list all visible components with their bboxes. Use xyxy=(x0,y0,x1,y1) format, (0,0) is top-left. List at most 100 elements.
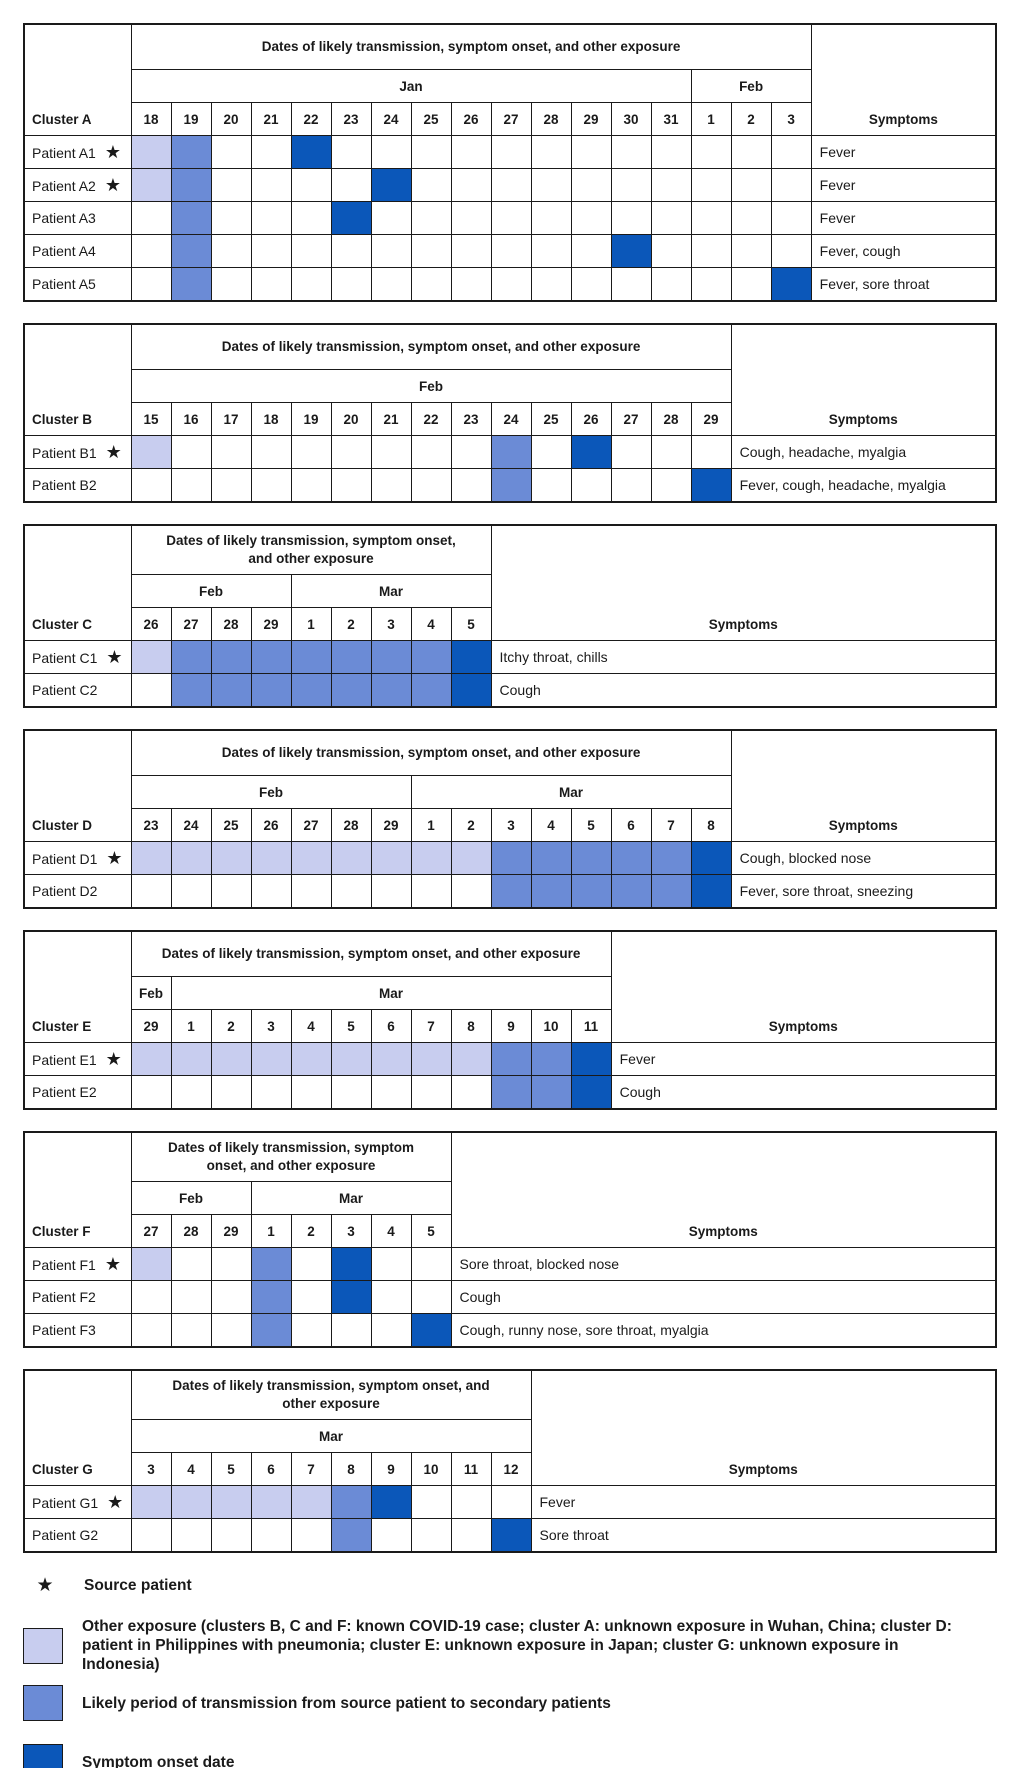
source-star: ★ xyxy=(107,1491,124,1512)
day-cell xyxy=(290,135,332,169)
day-cell xyxy=(210,841,252,875)
patient-row: Patient D1 ★ Cough, blocked nose xyxy=(23,841,997,875)
day-cell xyxy=(330,1075,372,1110)
day-cell xyxy=(530,468,572,503)
day-cell xyxy=(570,1075,612,1110)
day-cell xyxy=(370,234,412,268)
day-cell xyxy=(330,673,372,708)
patient-cell: Patient A1 ★ xyxy=(23,135,132,169)
header-title: Dates of likely transmission, symptom on… xyxy=(130,930,612,977)
symptoms: Itchy throat, chills xyxy=(490,640,997,674)
day-cell xyxy=(370,468,412,503)
day-cell xyxy=(170,874,212,909)
day-cell xyxy=(450,673,492,708)
day-cell xyxy=(410,201,452,235)
patient-label: Patient A2 xyxy=(32,177,96,194)
day-cell xyxy=(650,874,692,909)
header-title: Dates of likely transmission, symptom on… xyxy=(130,1369,532,1420)
day-cell xyxy=(130,1313,172,1348)
symptoms: Sore throat xyxy=(530,1518,997,1553)
date: 9 xyxy=(370,1452,412,1486)
day-cell xyxy=(490,841,532,875)
date: 26 xyxy=(570,402,612,436)
day-cell xyxy=(210,874,252,909)
month: Feb xyxy=(130,1181,252,1215)
day-cell xyxy=(570,234,612,268)
date: 29 xyxy=(570,102,612,136)
day-cell xyxy=(330,234,372,268)
day-cell xyxy=(610,168,652,202)
patient-row: Patient E2 Cough xyxy=(23,1075,997,1110)
patient-cell: Patient E1 ★ xyxy=(23,1042,132,1076)
month: Mar xyxy=(290,574,492,608)
date: 4 xyxy=(410,607,452,641)
day-cell xyxy=(490,168,532,202)
day-cell xyxy=(410,1247,452,1281)
patient-label: Patient G2 xyxy=(32,1527,99,1543)
day-cell xyxy=(370,1042,412,1076)
header-row: Cluster C Dates of likely transmission, s… xyxy=(23,524,997,641)
body: Patient C1 ★ Itchy throat, chills Patient C… xyxy=(23,640,997,708)
cluster-table: Cluster A Dates of likely transmission, s… xyxy=(23,23,997,302)
month: Mar xyxy=(130,1419,532,1453)
patient-label: Patient E1 xyxy=(32,1051,97,1068)
day-cell xyxy=(250,1247,292,1281)
day-cell xyxy=(730,168,772,202)
day-cell xyxy=(570,1042,612,1076)
header: Cluster D Dates of likely transmission, s… xyxy=(23,729,997,842)
day-cell xyxy=(290,640,332,674)
day-cell xyxy=(370,841,412,875)
header-title: Dates of likely transmission, symptom on… xyxy=(130,23,812,70)
cluster-table: Cluster E Dates of likely transmission, s… xyxy=(23,930,997,1110)
legend: ★ Source patient Other exposure (clusters … xyxy=(23,1574,1020,1768)
day-cell xyxy=(330,1485,372,1519)
day-cell xyxy=(690,168,732,202)
day-cell xyxy=(330,201,372,235)
day-cell xyxy=(450,1518,492,1553)
day-cell xyxy=(410,841,452,875)
day-cell xyxy=(490,234,532,268)
date: 27 xyxy=(290,808,332,842)
day-cell xyxy=(130,468,172,503)
patient-label: Patient E2 xyxy=(32,1084,97,1100)
symptoms: Cough, runny nose, sore throat, myalgia xyxy=(450,1313,997,1348)
day-cell xyxy=(290,168,332,202)
patient-row: Patient B1 ★ Cough, headache, myalgia xyxy=(23,435,997,469)
patient-cell: Patient E2 xyxy=(23,1075,132,1110)
day-cell xyxy=(370,640,412,674)
date: 20 xyxy=(210,102,252,136)
day-cell xyxy=(410,640,452,674)
clusters: Cluster A Dates of likely transmission, s… xyxy=(23,23,1020,1553)
symptoms: Fever xyxy=(530,1485,997,1519)
patient-cell: Patient B2 xyxy=(23,468,132,503)
date: 2 xyxy=(290,1214,332,1248)
legend-swatch xyxy=(23,1627,63,1664)
legend-item: Likely period of transmission from sourc… xyxy=(23,1685,1020,1721)
date: 2 xyxy=(330,607,372,641)
date: 19 xyxy=(290,402,332,436)
month: Feb xyxy=(130,775,412,809)
header-title: Dates of likely transmission, symptom on… xyxy=(130,1131,452,1182)
date: 8 xyxy=(330,1452,372,1486)
day-cell xyxy=(170,234,212,268)
patient-label: Patient F1 xyxy=(32,1256,96,1273)
patient-row: Patient A5 Fever, sore throat xyxy=(23,267,997,302)
day-cell xyxy=(610,468,652,503)
patient-row: Patient A3 Fever xyxy=(23,201,997,235)
day-cell xyxy=(650,435,692,469)
date: 4 xyxy=(170,1452,212,1486)
patient-row: Patient E1 ★ Fever xyxy=(23,1042,997,1076)
date: 8 xyxy=(450,1009,492,1043)
day-cell xyxy=(330,1280,372,1314)
date: 5 xyxy=(450,607,492,641)
date: 27 xyxy=(490,102,532,136)
patient-label: Patient A1 xyxy=(32,144,96,161)
symptoms: Cough xyxy=(490,673,997,708)
day-cell xyxy=(130,435,172,469)
symptoms: Fever xyxy=(810,135,997,169)
day-cell xyxy=(610,201,652,235)
patient-row: Patient C2 Cough xyxy=(23,673,997,708)
date: 11 xyxy=(570,1009,612,1043)
body: Patient F1 ★ Sore throat, blocked nose Pati… xyxy=(23,1247,997,1348)
day-cell xyxy=(490,267,532,302)
